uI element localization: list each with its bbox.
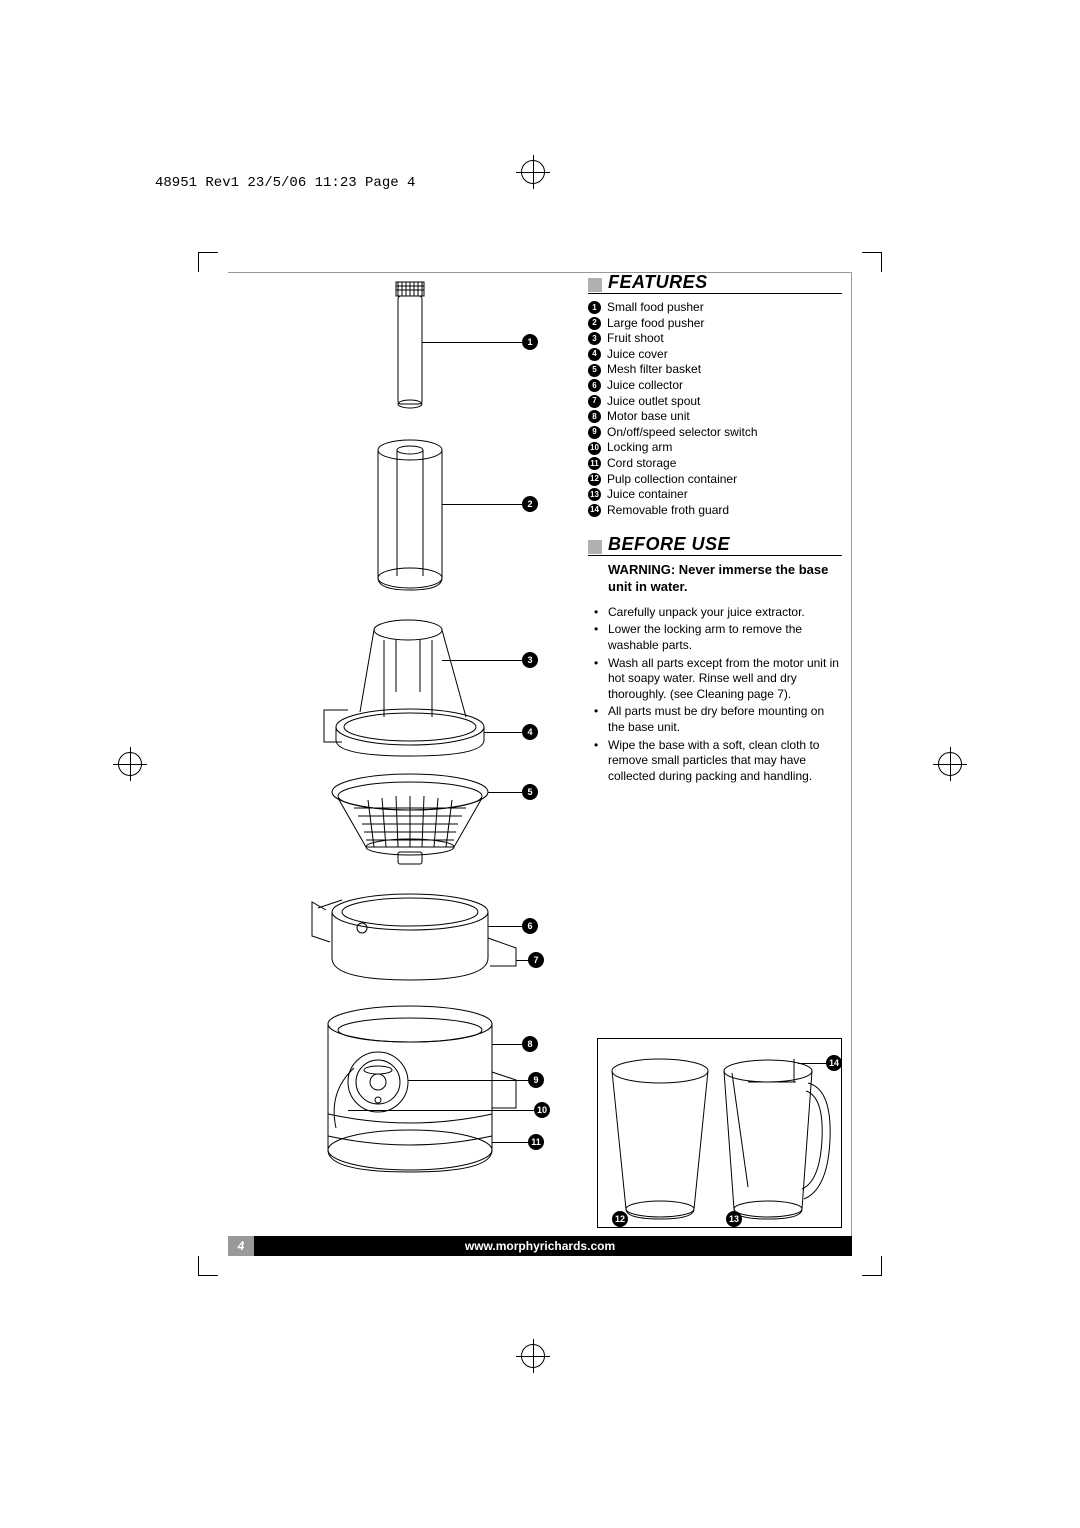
features-list: 1 Small food pusher 2 Large food pusher 3F…	[588, 300, 842, 518]
feature-label: Large food pusher	[607, 316, 704, 332]
feature-num: 4	[588, 348, 601, 361]
feature-num: 5	[588, 364, 601, 377]
feature-num: 3	[588, 332, 601, 345]
feature-num: 11	[588, 457, 601, 470]
feature-label: Cord storage	[607, 456, 676, 472]
feature-num: 10	[588, 442, 601, 455]
bullet-icon: •	[594, 738, 608, 785]
bullet-text: Lower the locking arm to remove the wash…	[608, 622, 842, 653]
callout-4: 4	[522, 724, 538, 740]
feature-label: Locking arm	[607, 440, 672, 456]
callout-6: 6	[522, 918, 538, 934]
callout-13: 13	[726, 1211, 742, 1227]
features-heading: FEATURES	[588, 272, 842, 294]
before-use-list: •Carefully unpack your juice extractor. …	[594, 605, 842, 785]
heading-accent-bar	[588, 278, 602, 292]
bullet-text: All parts must be dry before mounting on…	[608, 704, 842, 735]
callout-12: 12	[612, 1211, 628, 1227]
feature-num: 8	[588, 410, 601, 423]
callout-2: 2	[522, 496, 538, 512]
feature-label: On/off/speed selector switch	[607, 425, 758, 441]
bullet-text: Wash all parts except from the motor uni…	[608, 656, 842, 703]
feature-label: Juice container	[607, 487, 688, 503]
before-use-heading-text: BEFORE USE	[608, 534, 730, 555]
callout-14: 14	[826, 1055, 842, 1071]
bullet-text: Carefully unpack your juice extractor.	[608, 605, 805, 621]
callout-5: 5	[522, 784, 538, 800]
feature-num: 2	[588, 317, 601, 330]
bullet-icon: •	[594, 622, 608, 653]
feature-num: 12	[588, 473, 601, 486]
bullet-text: Wipe the base with a soft, clean cloth t…	[608, 738, 842, 785]
callout-11: 11	[528, 1134, 544, 1150]
feature-label: Small food pusher	[607, 300, 704, 316]
feature-label: Juice cover	[607, 347, 668, 363]
feature-num: 1	[588, 301, 601, 314]
footer-url: www.morphyrichards.com	[465, 1239, 615, 1253]
bullet-icon: •	[594, 656, 608, 703]
containers-diagram: 14 12 13	[597, 1038, 842, 1228]
feature-num: 9	[588, 426, 601, 439]
page-number: 4	[228, 1236, 254, 1256]
feature-label: Pulp collection container	[607, 472, 737, 488]
callout-3: 3	[522, 652, 538, 668]
callout-7: 7	[528, 952, 544, 968]
feature-label: Juice collector	[607, 378, 683, 394]
exploded-diagram: 1 2 3 4 5 6 7 8 9 10 11	[258, 272, 558, 1236]
callout-8: 8	[522, 1036, 538, 1052]
feature-num: 6	[588, 379, 601, 392]
feature-num: 7	[588, 395, 601, 408]
bullet-icon: •	[594, 605, 608, 621]
feature-label: Mesh filter basket	[607, 362, 701, 378]
feature-num: 13	[588, 488, 601, 501]
callout-1: 1	[522, 334, 538, 350]
callout-10: 10	[534, 1102, 550, 1118]
heading-accent-bar	[588, 540, 602, 554]
feature-label: Removable froth guard	[607, 503, 729, 519]
features-heading-text: FEATURES	[608, 272, 708, 293]
feature-label: Motor base unit	[607, 409, 690, 425]
before-use-heading: BEFORE USE	[588, 534, 842, 556]
page-frame: 1 2 3 4 5 6 7 8 9 10 11	[198, 252, 882, 1276]
warning-text: WARNING: Never immerse the base unit in …	[608, 562, 842, 595]
feature-label: Juice outlet spout	[607, 394, 700, 410]
print-slug: 48951 Rev1 23/5/06 11:23 Page 4	[155, 175, 415, 191]
footer-bar: www.morphyrichards.com	[228, 1236, 852, 1256]
bullet-icon: •	[594, 704, 608, 735]
feature-label: Fruit shoot	[607, 331, 664, 347]
callout-9: 9	[528, 1072, 544, 1088]
feature-num: 14	[588, 504, 601, 517]
